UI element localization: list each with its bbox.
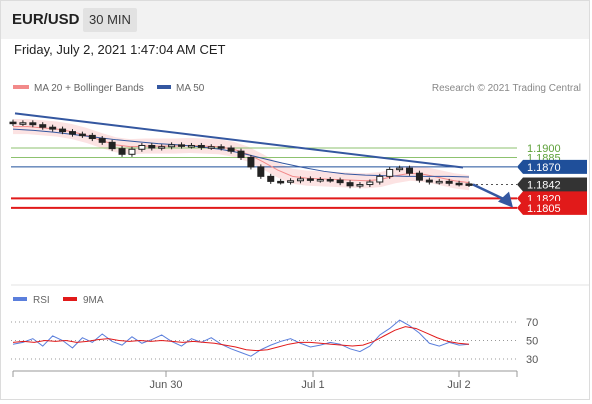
- candle-body: [267, 175, 275, 182]
- candle-body: [306, 178, 314, 181]
- trendline-line: [14, 112, 464, 169]
- candle-body: [78, 133, 86, 137]
- candle-body: [287, 180, 295, 183]
- credit-text: Research © 2021 Trading Central: [432, 83, 581, 94]
- timeframe-badge[interactable]: 30 MIN: [83, 8, 137, 32]
- x-axis-ticks: Jun 30 Jul 1 Jul 2: [149, 371, 471, 391]
- candle-body: [168, 144, 176, 148]
- rsi-axis-label-30: 30: [526, 354, 538, 366]
- chart-header: EUR/USD 30 MIN: [1, 1, 589, 39]
- candle-body: [406, 167, 414, 174]
- candle-body: [247, 156, 255, 168]
- rsi-line: [12, 319, 470, 357]
- trendline: [14, 112, 513, 208]
- level-label-1.1842: 1.1842: [527, 180, 561, 192]
- candle-body: [9, 121, 17, 125]
- candle-body: [227, 147, 235, 152]
- candle-body: [187, 144, 195, 148]
- candle-body: [138, 144, 146, 150]
- chart-datetime: Friday, July 2, 2021 1:47:04 AM CET: [14, 42, 226, 57]
- bollinger-legend-swatch: [13, 85, 29, 89]
- candle-body: [346, 182, 354, 187]
- candle-body: [128, 148, 136, 155]
- rsi-legend-swatch: [13, 297, 27, 301]
- candle-body: [19, 122, 27, 125]
- rsi-panel: 70 50 30: [11, 317, 538, 366]
- candlesticks: [9, 119, 473, 189]
- candle-body: [217, 146, 225, 149]
- candle-body: [158, 146, 166, 149]
- candle-body: [39, 124, 47, 128]
- level-tag-1.1805: [517, 200, 587, 215]
- x-tick-label: Jul 2: [447, 379, 470, 391]
- rsi-ma-line: [12, 326, 470, 352]
- level-label-1.1870: 1.1870: [527, 162, 561, 174]
- candle-body: [326, 179, 334, 182]
- candle-body: [178, 144, 186, 147]
- candle-body: [336, 179, 344, 184]
- candle-body: [29, 122, 37, 126]
- candle-body: [118, 148, 126, 155]
- x-tick-label: Jun 30: [149, 379, 182, 391]
- candle-body: [277, 180, 285, 184]
- candle-body: [197, 144, 205, 148]
- symbol-title: EUR/USD: [12, 11, 80, 28]
- candle-body: [207, 146, 215, 149]
- candle-body: [148, 144, 156, 149]
- level-tag-1.1870: [517, 159, 587, 174]
- candle-body: [396, 167, 404, 171]
- candle-body: [237, 150, 245, 158]
- candle-body: [415, 172, 423, 181]
- candle-body: [386, 168, 394, 177]
- candle-body: [425, 179, 433, 183]
- ma50-legend-label: MA 50: [176, 83, 205, 94]
- x-tick-label: Jul 1: [301, 379, 324, 391]
- rsi-axis-label-70: 70: [526, 317, 538, 329]
- rsi-axis-label-50: 50: [526, 336, 538, 348]
- candle-body: [316, 179, 324, 182]
- ma50-legend-swatch: [157, 85, 171, 89]
- candle-body: [68, 131, 76, 135]
- level-label-1.1900: 1.1900: [527, 143, 561, 155]
- candle-body: [356, 184, 364, 187]
- candle-body: [88, 134, 96, 140]
- rsi-legend-label: RSI: [33, 295, 50, 306]
- candle-body: [445, 180, 453, 184]
- candle-body: [59, 128, 67, 133]
- forecast-arrow-shaft: [472, 183, 508, 202]
- bollinger-legend-label: MA 20 + Bollinger Bands: [34, 83, 144, 94]
- candle-body: [296, 178, 304, 182]
- candle-body: [257, 166, 265, 177]
- candle-body: [376, 175, 384, 183]
- candle-body: [465, 183, 473, 186]
- candle-body: [435, 180, 443, 184]
- rsi-ma-legend-label: 9MA: [83, 295, 104, 306]
- candle-body: [108, 141, 116, 150]
- level-tag-1.1842: [517, 177, 587, 192]
- rsi-ma-legend-swatch: [63, 297, 77, 301]
- level-label-1.1805: 1.1805: [527, 203, 561, 215]
- candle-body: [455, 182, 463, 186]
- candle-body: [366, 181, 374, 186]
- candle-body: [49, 126, 57, 130]
- forecast-arrowhead: [498, 191, 513, 208]
- candle-body: [98, 138, 106, 143]
